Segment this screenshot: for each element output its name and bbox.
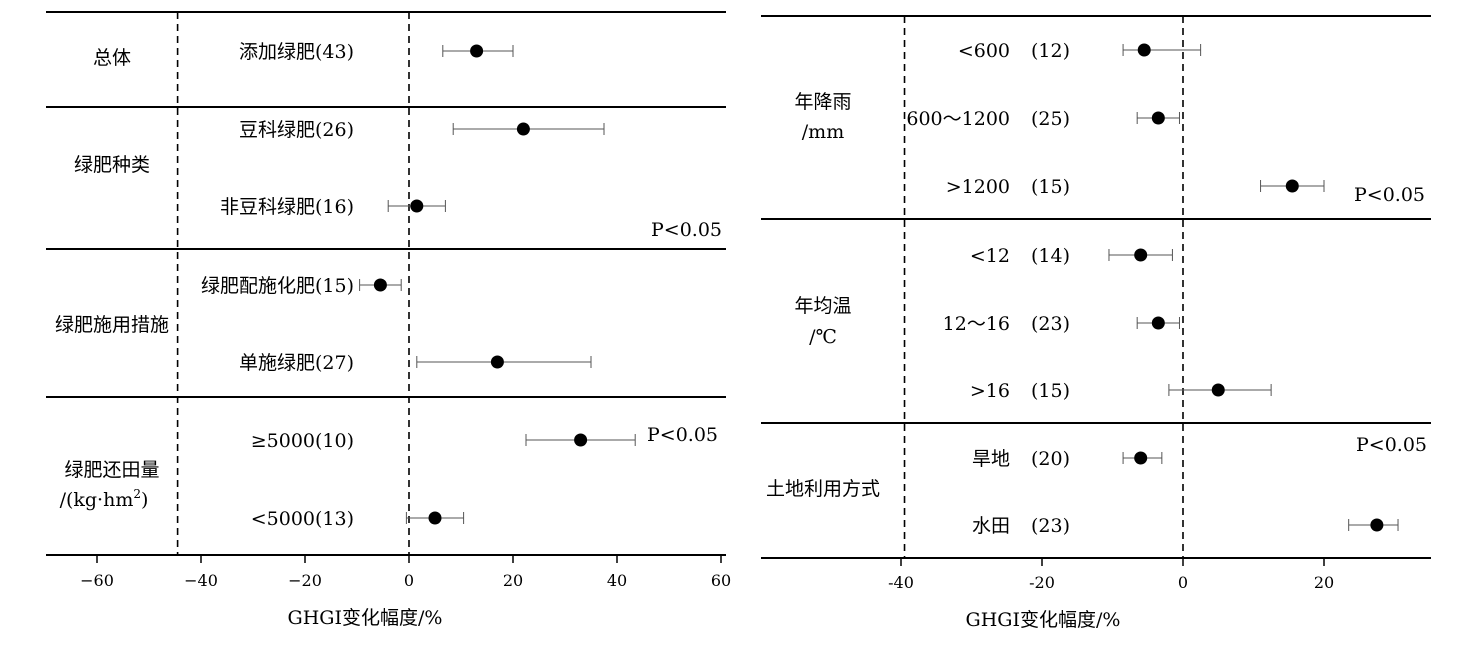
point-estimate [1151,316,1165,330]
row-sample-size: (23) [1031,313,1070,335]
point-estimate [428,511,442,525]
row-label: 绿肥配施化肥(15) [201,275,354,297]
x-tick-label: -40 [888,573,914,592]
significance-annotation: P<0.05 [651,219,722,241]
point-estimate [1151,111,1165,125]
group-label: 绿肥种类 [74,154,150,176]
x-axis-title: GHGI变化幅度/% [288,607,443,629]
row-label: >16 [970,380,1010,402]
x-tick-label: 0 [1178,573,1188,592]
group-label: 绿肥施用措施 [55,314,169,336]
group-label: 年均温 [794,295,851,317]
row-label: <12 [970,245,1010,267]
point-estimate [1285,179,1299,193]
group-label-unit-close: ) [141,489,148,511]
point-estimate [1211,383,1225,397]
point-estimate [1137,43,1151,57]
group-label: 年降雨 [794,91,851,113]
point-estimate [1370,518,1384,532]
row-label: 旱地 [972,448,1010,470]
point-estimate [410,199,424,213]
row-sample-size: (23) [1031,515,1070,537]
row-label: 豆科绿肥(26) [239,119,354,141]
row-label: <5000(13) [251,508,354,530]
point-estimate [373,278,387,292]
row-sample-size: (20) [1031,448,1070,470]
row-label: 单施绿肥(27) [239,352,354,374]
row-sample-size: (15) [1031,176,1070,198]
group-label-unit: /℃ [809,326,837,348]
row-label: 600～1200 [906,108,1010,130]
x-tick-label: 20 [503,571,523,590]
chart-panel-2: -40 -20 0 20 GHGI变化幅度/% 年降雨/mm P<0.05 <600 (12) 6… [761,15,1431,631]
x-tick-label: −40 [184,571,218,590]
x-tick-label: -20 [1029,573,1055,592]
row-label: <600 [958,40,1010,62]
row-label: 12～16 [943,313,1010,335]
x-tick-label: 0 [404,571,414,590]
x-tick-label: 20 [1314,573,1334,592]
chart-panel-1: −60 −40 −20 0 20 40 60 GHGI变化幅度/% 总体 添加绿肥(43) 绿肥种类… [46,11,731,629]
x-tick-label: −60 [80,571,114,590]
significance-annotation: P<0.05 [647,424,718,446]
point-estimate [1134,248,1148,262]
row-sample-size: (12) [1031,40,1070,62]
group-label-unit-superscript: 2 [133,487,141,501]
row-sample-size: (25) [1031,108,1070,130]
point-estimate [470,44,484,58]
row-sample-size: (15) [1031,380,1070,402]
group-label-unit-text: /℃ [809,326,837,348]
x-tick-label: 60 [711,571,731,590]
row-label: 非豆科绿肥(16) [220,196,354,218]
row-label: ≥5000(10) [251,430,354,452]
point-estimate [1134,451,1148,465]
group-label-unit-text: /(kg·hm [60,489,134,511]
group-label: 总体 [93,47,131,69]
x-tick-label: 40 [607,571,627,590]
row-label: 水田 [972,515,1010,537]
row-label: >1200 [946,176,1010,198]
row-sample-size: (14) [1031,245,1070,267]
point-estimate [574,433,588,447]
significance-annotation: P<0.05 [1356,434,1427,456]
significance-annotation: P<0.05 [1354,184,1425,206]
x-axis-title: GHGI变化幅度/% [966,609,1121,631]
group-label-unit: /mm [802,121,844,143]
point-estimate [490,355,504,369]
point-estimate [516,122,530,136]
x-tick-label: −20 [288,571,322,590]
group-label: 绿肥还田量 [64,459,159,481]
group-label: 土地利用方式 [766,478,880,500]
group-label-unit-text: /mm [802,121,844,143]
group-label-unit: /(kg·hm2) [60,487,149,511]
row-label: 添加绿肥(43) [239,41,354,63]
